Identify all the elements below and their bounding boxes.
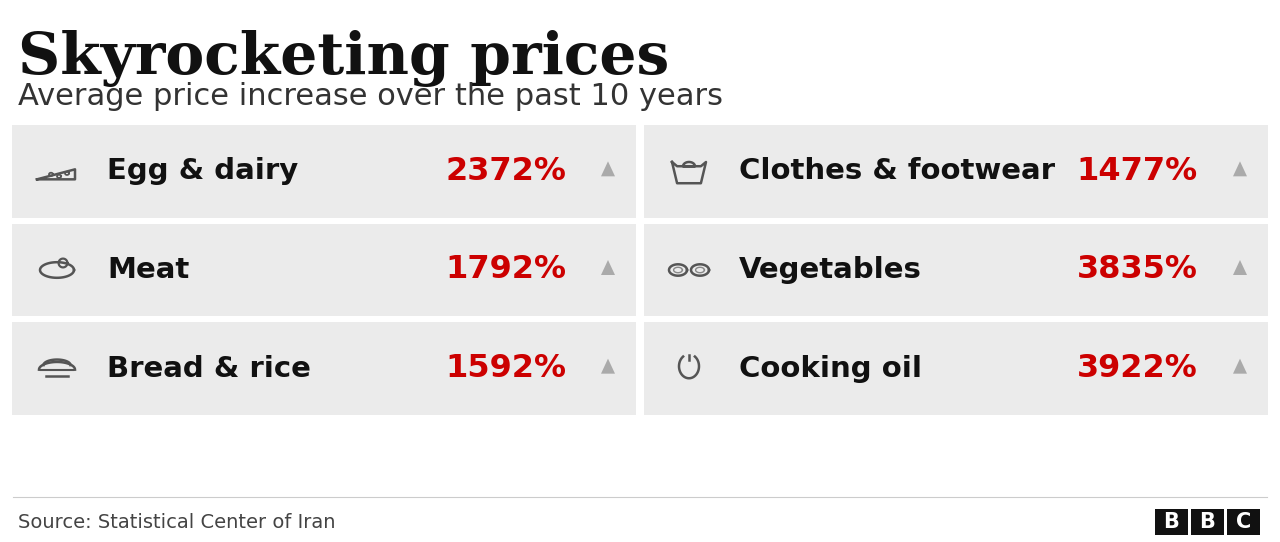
Text: B: B — [1199, 512, 1216, 532]
Polygon shape — [1233, 359, 1247, 373]
Text: 3835%: 3835% — [1078, 255, 1198, 286]
Polygon shape — [1233, 260, 1247, 275]
Text: 1792%: 1792% — [445, 255, 566, 286]
Bar — [1155, 509, 1188, 535]
Text: 1592%: 1592% — [445, 353, 566, 384]
Bar — [12, 125, 636, 218]
Text: Clothes & footwear: Clothes & footwear — [739, 157, 1055, 185]
Polygon shape — [602, 162, 614, 176]
Text: 3922%: 3922% — [1078, 353, 1198, 384]
Bar — [1228, 509, 1260, 535]
Text: B: B — [1164, 512, 1179, 532]
Bar — [12, 322, 636, 415]
Text: 2372%: 2372% — [445, 156, 566, 187]
Text: Egg & dairy: Egg & dairy — [108, 157, 298, 185]
Text: Cooking oil: Cooking oil — [739, 354, 922, 383]
Text: C: C — [1236, 512, 1251, 532]
Bar — [644, 322, 1268, 415]
Bar — [644, 224, 1268, 317]
Bar — [12, 224, 636, 317]
Polygon shape — [602, 260, 614, 275]
Text: Average price increase over the past 10 years: Average price increase over the past 10 … — [18, 82, 723, 111]
Text: 1477%: 1477% — [1076, 156, 1198, 187]
Text: Source: Statistical Center of Iran: Source: Statistical Center of Iran — [18, 513, 335, 532]
Text: Meat: Meat — [108, 256, 189, 284]
Text: Vegetables: Vegetables — [739, 256, 922, 284]
Bar — [1190, 509, 1224, 535]
Polygon shape — [1233, 162, 1247, 176]
Bar — [644, 125, 1268, 218]
Polygon shape — [602, 359, 614, 373]
Text: Bread & rice: Bread & rice — [108, 354, 311, 383]
Text: Skyrocketing prices: Skyrocketing prices — [18, 30, 669, 87]
